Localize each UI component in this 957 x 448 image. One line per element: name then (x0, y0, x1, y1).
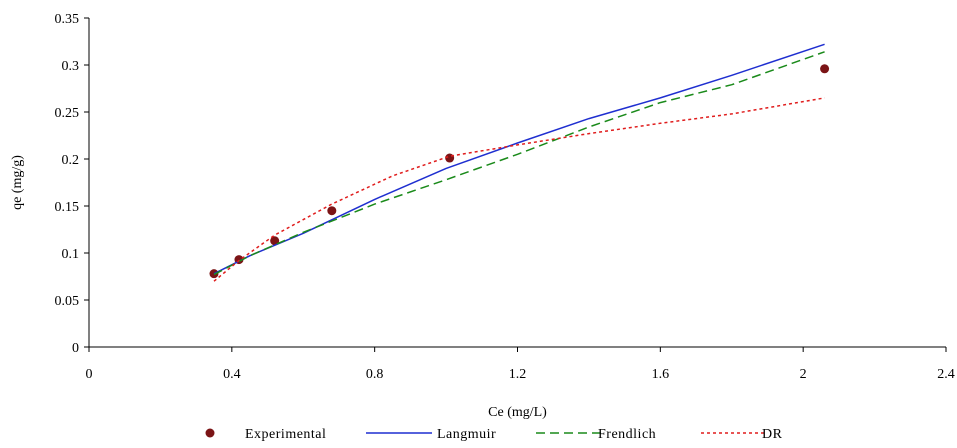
legend-marker (205, 428, 215, 438)
series-frendlich (213, 51, 825, 276)
legend-item-langmuir: Langmuir (366, 427, 496, 442)
experimental-point (820, 64, 830, 74)
legend-item-frendlich: Frendlich (536, 427, 656, 442)
series-langmuir (213, 43, 825, 275)
legend-label: Frendlich (598, 427, 656, 442)
y-tick-label: 0.1 (62, 247, 80, 262)
x-axis-title: Ce (mg/L) (488, 405, 547, 420)
langmuir-line (213, 43, 825, 275)
dr-line (213, 97, 825, 282)
y-tick-label: 0.2 (62, 153, 80, 168)
series-experimental (209, 64, 830, 279)
y-tick-label: 0 (72, 341, 79, 356)
experimental-point (209, 269, 219, 279)
x-tick-label: 2.4 (937, 367, 955, 382)
series-layer (209, 43, 830, 282)
series-dr (213, 97, 825, 282)
legend: Experimental Langmuir Frendlich DR (205, 427, 783, 442)
legend-item-dr: DR (701, 427, 783, 442)
x-tick-label: 0 (86, 367, 93, 382)
y-tick-label: 0.35 (55, 12, 80, 27)
legend-label: Langmuir (437, 427, 496, 442)
x-tick-label: 0.4 (223, 367, 241, 382)
frendlich-line (213, 51, 825, 276)
experimental-point (270, 236, 280, 246)
legend-label: Experimental (245, 427, 326, 442)
y-tick-label: 0.05 (55, 294, 80, 309)
legend-item-experimental: Experimental (205, 427, 326, 442)
y-tick-label: 0.25 (55, 106, 80, 121)
axes (88, 18, 946, 348)
y-axis-title: qe (mg/g) (10, 155, 25, 210)
y-tick-label: 0.15 (55, 200, 80, 215)
legend-label: DR (762, 427, 783, 442)
x-tick-label: 1.6 (652, 367, 670, 382)
x-tick-label: 1.2 (509, 367, 527, 382)
x-ticks: 0 0.4 0.8 1.2 1.6 2 2.4 (86, 347, 955, 382)
y-tick-label: 0.3 (62, 59, 80, 74)
y-ticks: 0 0.05 0.1 0.15 0.2 0.25 0.3 0.35 (55, 12, 89, 356)
x-tick-label: 2 (800, 367, 807, 382)
experimental-point (327, 206, 337, 216)
x-tick-label: 0.8 (366, 367, 384, 382)
